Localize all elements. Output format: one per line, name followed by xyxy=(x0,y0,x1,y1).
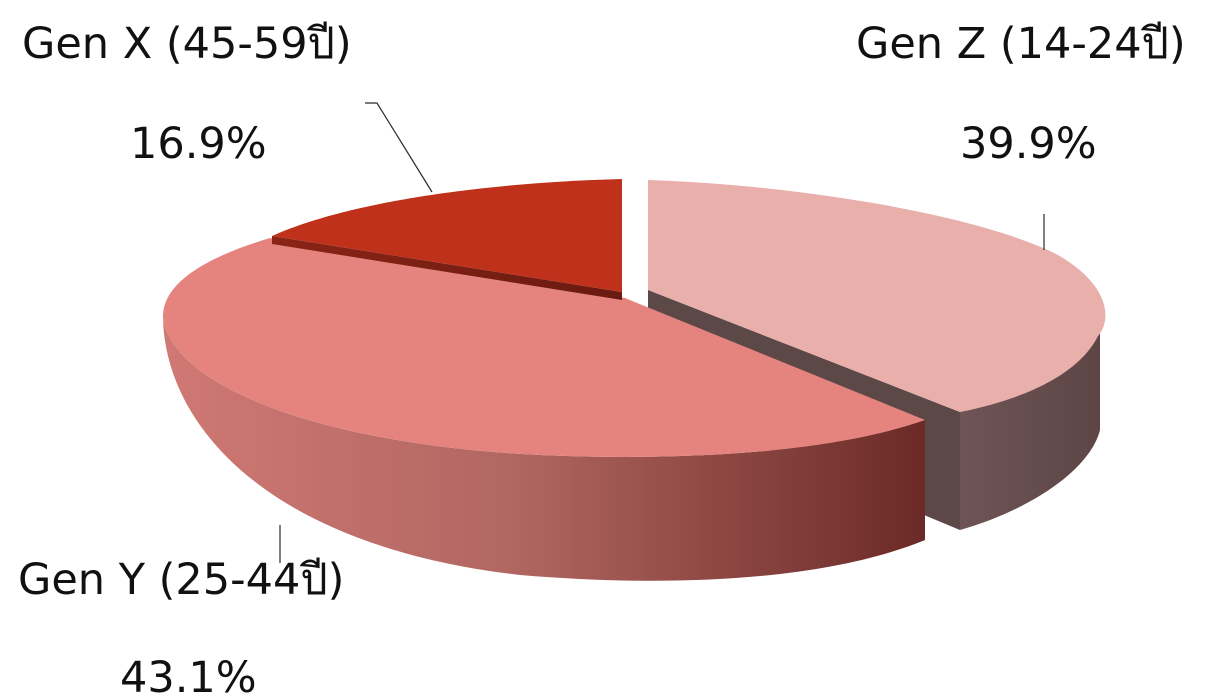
slice-percent-gen-z: 39.9% xyxy=(960,119,1097,169)
slice-gen-y-side xyxy=(163,318,925,581)
slice-gen-x-top xyxy=(272,179,622,292)
slice-gen-y xyxy=(162,238,926,581)
slice-gen-x-side xyxy=(272,236,622,300)
slice-percent-gen-x: 16.9% xyxy=(130,119,267,169)
slice-gen-x xyxy=(272,179,622,300)
slice-label-gen-x: Gen X (45-59ปี) xyxy=(22,19,352,69)
slice-percent-gen-y: 43.1% xyxy=(120,653,257,696)
slice-gen-y-top xyxy=(162,238,926,457)
leader-line-gen-x xyxy=(365,102,433,193)
slice-gen-z-side xyxy=(960,330,1100,530)
slice-label-gen-z: Gen Z (14-24ปี) xyxy=(856,19,1186,69)
slice-gen-z-top xyxy=(648,180,1106,412)
slice-label-gen-y: Gen Y (25-44ปี) xyxy=(18,555,344,605)
